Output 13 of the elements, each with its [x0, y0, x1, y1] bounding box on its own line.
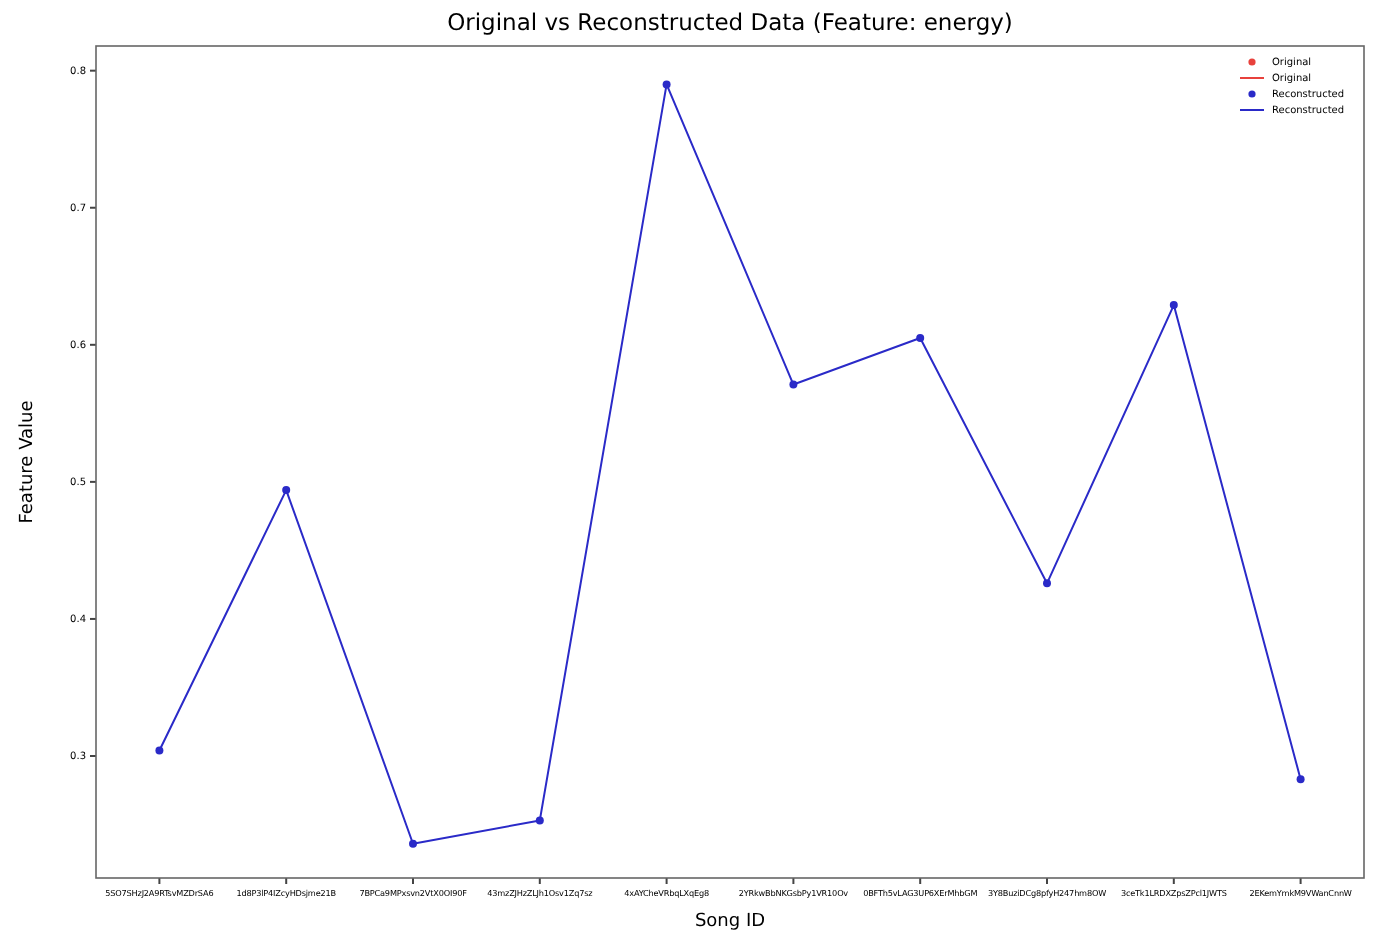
- point: [662, 80, 671, 89]
- point: [1169, 301, 1178, 310]
- point: [155, 746, 164, 755]
- y-axis-title: Feature Value: [18, 399, 38, 524]
- point: [282, 486, 291, 495]
- point: [409, 839, 417, 848]
- x-axis-title: Song ID: [694, 912, 766, 930]
- point: [1043, 579, 1051, 588]
- point: [535, 816, 544, 825]
- point: [1296, 775, 1305, 784]
- point: [916, 333, 925, 342]
- point: [789, 380, 798, 389]
- chart-title: Original vs Reconstructed Data (Feature: energy): [447, 8, 1013, 36]
